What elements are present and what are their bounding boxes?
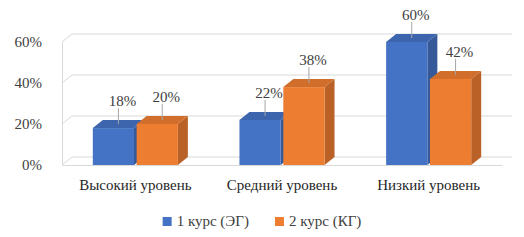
legend-label: 2 курс (КГ)	[289, 213, 361, 230]
x-tick-label: Низкий уровень	[377, 177, 480, 193]
y-tick: 20%	[15, 116, 63, 132]
y-tick: 60%	[15, 34, 63, 50]
label-leader	[455, 59, 456, 75]
grid-line-side	[62, 116, 72, 124]
bar-side	[471, 71, 481, 165]
bar	[93, 128, 134, 165]
y-tick: 0%	[22, 157, 62, 173]
x-axis: Высокий уровень Средний уровень Низкий уро…	[63, 165, 503, 193]
x-tick: Высокий уровень	[79, 165, 192, 193]
y-tick-label: 0%	[22, 157, 42, 173]
x-tick-label: Средний уровень	[227, 177, 338, 193]
data-label: 60%	[402, 7, 430, 23]
y-tick-label: 20%	[15, 116, 43, 132]
data-label: 18%	[109, 93, 137, 109]
y-axis: 0% 20% 40% 60%	[15, 34, 63, 173]
y-tick-label: 60%	[15, 34, 43, 50]
x-tick: Низкий уровень	[377, 165, 480, 193]
grid-line-side	[62, 34, 72, 42]
data-label: 38%	[299, 52, 327, 68]
chart: 0% 20% 40% 60% Высокий уровень Средний уровен…	[0, 0, 524, 237]
x-axis-line	[63, 165, 503, 166]
bar-side	[325, 79, 335, 165]
label-leader	[118, 108, 119, 124]
data-label: 20%	[153, 89, 181, 105]
label-leader	[411, 22, 412, 38]
legend-item: 1 курс (ЭГ)	[163, 213, 249, 230]
bar	[239, 120, 280, 165]
label-leader	[308, 67, 309, 83]
grid	[62, 34, 512, 165]
data-label: 22%	[255, 85, 283, 101]
x-tick-label: Высокий уровень	[79, 177, 192, 193]
label-leader	[162, 104, 163, 120]
legend-swatch	[163, 217, 172, 226]
bar	[386, 42, 427, 165]
bar	[283, 87, 324, 165]
data-label: 42%	[446, 44, 474, 60]
label-leader	[265, 100, 266, 116]
x-tick: Средний уровень	[227, 165, 338, 193]
y-tick: 40%	[15, 75, 63, 91]
bar	[430, 79, 471, 165]
data-labels: 18% 22% 60% 20% 38% 42%	[109, 7, 474, 124]
legend-swatch	[275, 217, 284, 226]
legend-label: 1 курс (ЭГ)	[177, 213, 249, 230]
y-tick-label: 40%	[15, 75, 43, 91]
bars	[93, 34, 481, 165]
grid-line-side	[62, 157, 72, 165]
bar-side	[178, 116, 188, 165]
legend: 1 курс (ЭГ) 2 курс (КГ)	[163, 213, 362, 230]
grid-line	[72, 34, 512, 35]
y-axis-line	[62, 43, 63, 166]
legend-item: 2 курс (КГ)	[275, 213, 361, 230]
bar	[137, 124, 178, 165]
grid-line-side	[62, 75, 72, 83]
